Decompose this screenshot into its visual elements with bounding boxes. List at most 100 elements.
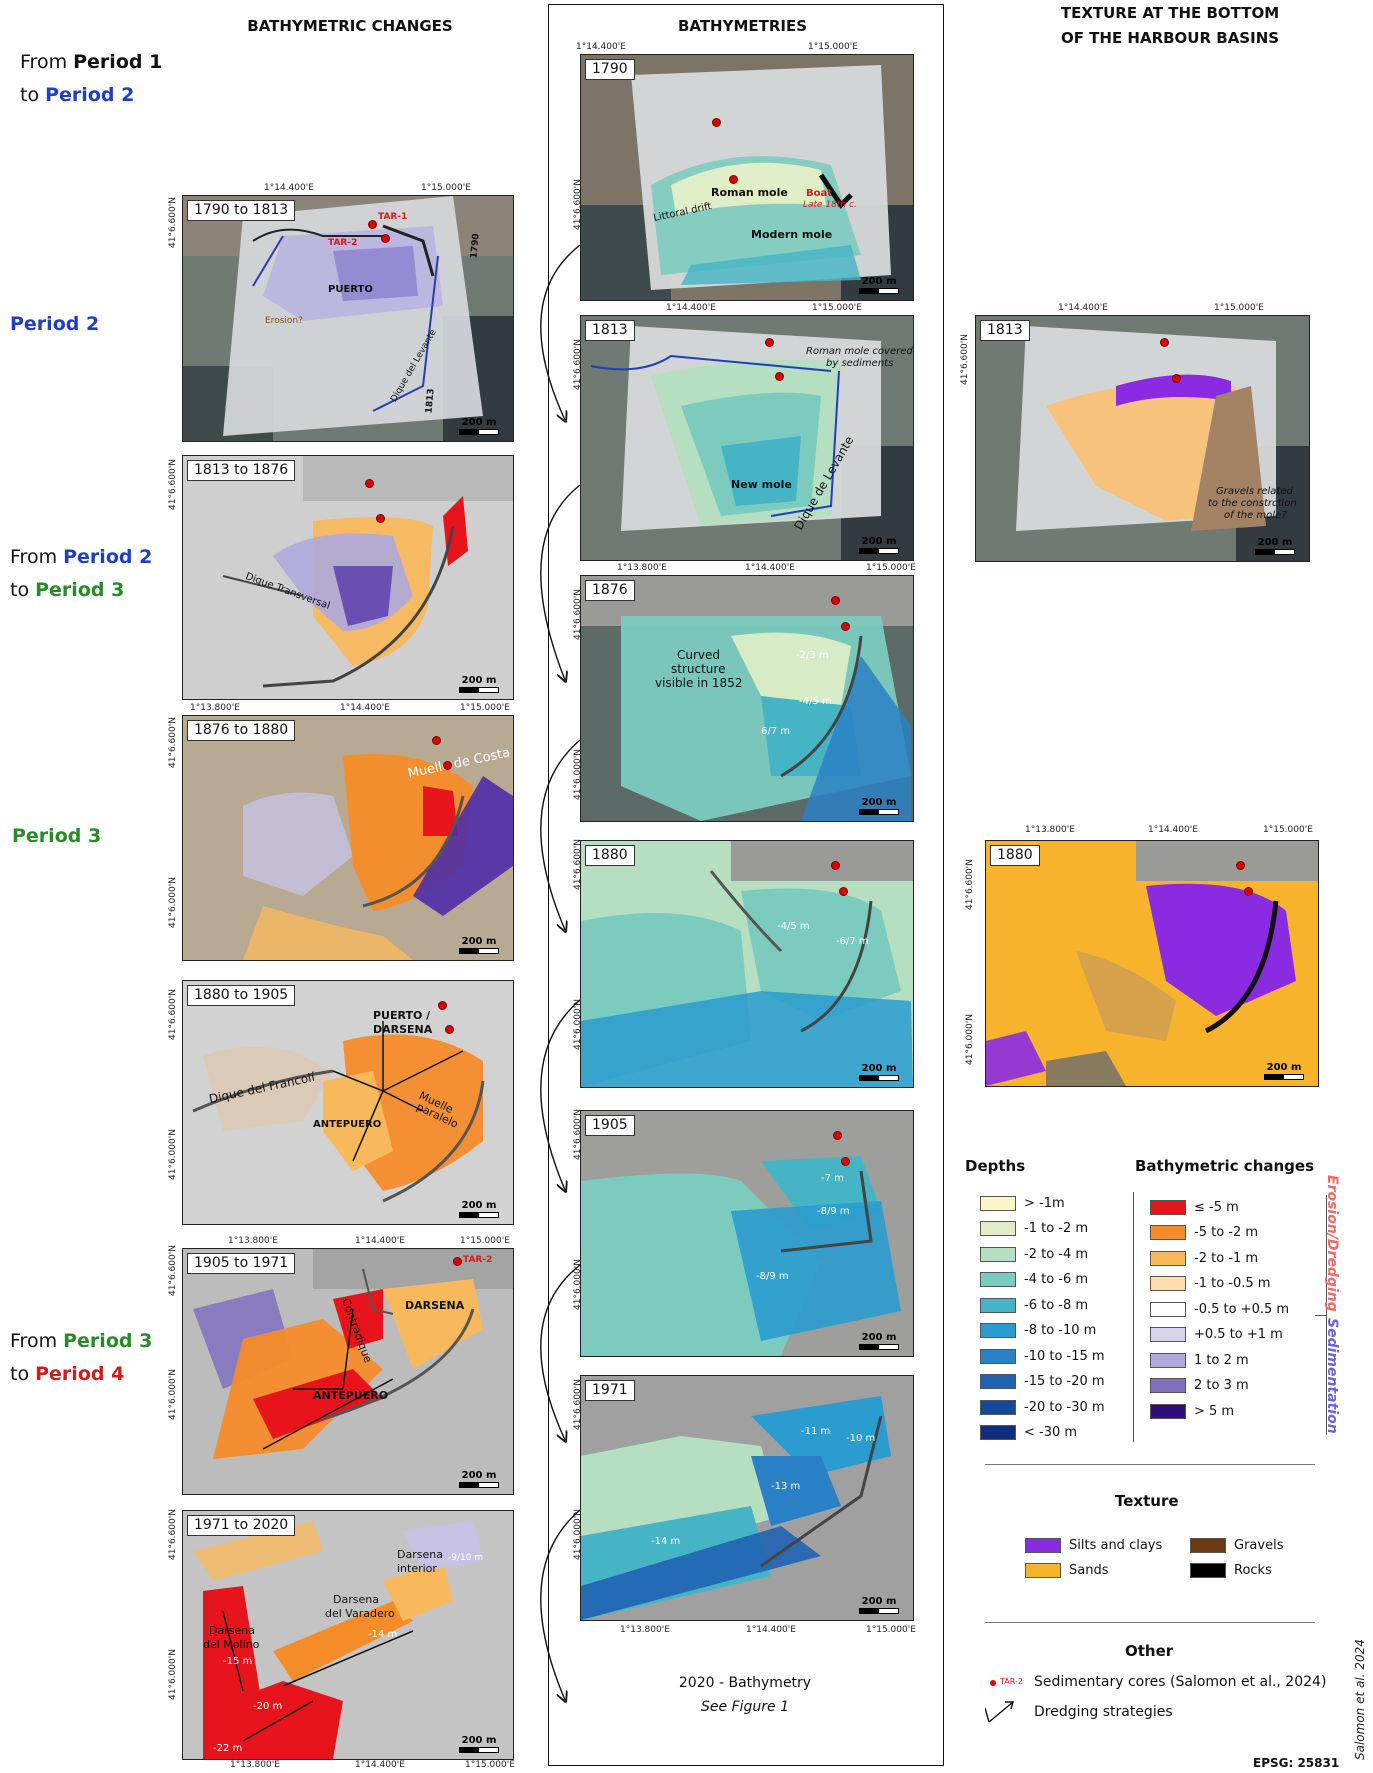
legend-item: < -30 m — [980, 1423, 1077, 1443]
label-antepuero: ANTEPUERO — [313, 1389, 389, 1402]
label-tar1: TAR-1 — [378, 212, 408, 222]
label-gravels-3: of the mole? — [1224, 510, 1287, 521]
flow-arrow — [540, 999, 581, 1190]
tick-label: 1°15.000'E — [460, 1236, 510, 1246]
legend-label: Silts and clays — [1069, 1537, 1163, 1553]
legend-swatch — [1150, 1301, 1186, 1317]
map-title: 1876 — [585, 580, 635, 601]
core-marker — [775, 372, 784, 381]
core-marker — [765, 338, 774, 347]
scale-bar: 200 m — [459, 675, 499, 693]
label-curved-1: Curved — [677, 648, 721, 662]
tick-label: 1°15.000'E — [812, 303, 862, 313]
legend-swatch — [1150, 1250, 1186, 1266]
core-marker — [445, 1025, 454, 1034]
label-tar2: TAR-2 — [463, 1255, 493, 1265]
label-darsena: DARSENA — [373, 1023, 433, 1036]
label-depth: -7 m — [821, 1173, 844, 1184]
legend-label: < -30 m — [1024, 1425, 1078, 1440]
label-boat: Boat — [806, 188, 833, 199]
core-marker — [831, 596, 840, 605]
core-marker — [1160, 338, 1169, 347]
label-depth: -4/5 m — [777, 921, 810, 932]
map-title: 1813 to 1876 — [187, 460, 296, 481]
tick-label: 41°6.000'N — [168, 1129, 178, 1180]
label-depth: -20 m — [253, 1701, 283, 1712]
legend-swatch — [1190, 1562, 1226, 1578]
label-depth: -9/10 m — [448, 1553, 484, 1563]
label-erosion: Erosion? — [265, 316, 303, 326]
bathy-map-1905: 1905 -7 m -8/9 m -8/9 m 200 m — [580, 1110, 914, 1357]
tick-label: 41°6.600'N — [168, 989, 178, 1040]
tick-label: 41°6.600'N — [965, 859, 975, 910]
legend-swatch — [1150, 1378, 1186, 1393]
bathy-map-1971: 1971 -11 m -10 m -13 m -14 m 200 m — [580, 1375, 914, 1621]
legend-label: ≤ -5 m — [1194, 1199, 1239, 1215]
tick-label: 1°15.000'E — [866, 1625, 916, 1635]
legend-divider — [985, 1464, 1315, 1465]
legend-label: -5 to -2 m — [1194, 1225, 1259, 1240]
scale-bar: 200 m — [859, 1063, 899, 1081]
tick-label: 1°15.000'E — [1263, 825, 1313, 835]
legend-label: Sands — [1069, 1562, 1109, 1578]
legend-swatch — [1025, 1537, 1061, 1553]
label-boat-date: Late 18th c. — [803, 200, 857, 210]
label-modern-mole: Modern mole — [751, 228, 833, 241]
tick-label: 1°13.800'E — [190, 703, 240, 713]
label-puerto: PUERTO — [328, 284, 373, 295]
tick-label: 1°13.800'E — [620, 1625, 670, 1635]
legend-swatch — [1150, 1225, 1186, 1240]
tick-label: 1°13.800'E — [1025, 825, 1075, 835]
legend-item: -15 to -20 m — [980, 1372, 1105, 1392]
bathy-map-1813: 1813 Roman mole covered by sediments New… — [580, 315, 914, 561]
legend-label: 2 to 3 m — [1194, 1378, 1249, 1393]
legend-label: Rocks — [1234, 1562, 1272, 1578]
label-gravels-2: to the constrction — [1208, 498, 1297, 509]
scale-bar: 200 m — [459, 936, 499, 954]
legend-swatch — [1150, 1352, 1186, 1368]
scale-bar: 200 m — [859, 536, 899, 554]
label-molino-1: Darsena — [209, 1624, 255, 1637]
tick-label: 1°15.000'E — [465, 1760, 515, 1770]
legend-label: -2 to -4 m — [1024, 1246, 1089, 1262]
legend-item: > 5 m — [1150, 1401, 1234, 1421]
legend-item: -4 to -6 m — [980, 1270, 1088, 1290]
core-legend-label: Sedimentary cores (Salomon et al., 2024) — [1034, 1674, 1327, 1690]
core-marker — [453, 1257, 462, 1266]
flow-arrow — [540, 739, 581, 930]
legend-item: -20 to -30 m — [980, 1397, 1105, 1417]
tick-label: 1°13.800'E — [617, 563, 667, 573]
tick-label: 1°14.400'E — [666, 303, 716, 313]
flow-arrow — [540, 244, 581, 420]
legend-label: -10 to -15 m — [1024, 1348, 1105, 1364]
tick-label: 1°15.000'E — [421, 183, 471, 193]
change-map-1813-1876: 1813 to 1876 Dique Transversal 200 m — [182, 455, 514, 700]
legend-swatch — [980, 1297, 1016, 1313]
label-depth: -2/3 m — [796, 650, 829, 661]
change-map-1905-1971: 1905 to 1971 TAR-2 DARSENA Contradique A… — [182, 1248, 514, 1495]
tick-label: 1°14.400'E — [576, 42, 626, 52]
sedimentation-label: Sedimentation — [1324, 1318, 1340, 1434]
core-marker — [376, 514, 385, 523]
legend-label: -2 to -1 m — [1194, 1250, 1259, 1266]
bathy-footer-1: 2020 - Bathymetry — [678, 1675, 812, 1691]
legend-swatch — [980, 1195, 1016, 1211]
change-map-1876-1880: 1876 to 1880 Muelle de Costa 200 m — [182, 715, 514, 961]
legend-depths-title: Depths — [965, 1157, 1026, 1175]
tick-label: 41°6.600'N — [168, 1509, 178, 1560]
core-marker — [841, 622, 850, 631]
core-marker — [831, 861, 840, 870]
credit-label: Salomon et al. 2024 — [1353, 1639, 1367, 1760]
label-depth: -14 m — [368, 1629, 398, 1640]
core-marker — [839, 887, 848, 896]
bathy-footer-2: See Figure 1 — [701, 1699, 789, 1715]
label-interior-2: interior — [397, 1562, 437, 1575]
tick-label: 1°13.800'E — [230, 1760, 280, 1770]
tick-label: 1°14.400'E — [1148, 825, 1198, 835]
col1-header: BATHYMETRIC CHANGES — [247, 17, 453, 35]
legend-item: Sands — [1025, 1560, 1108, 1580]
legend-item: ≤ -5 m — [1150, 1197, 1239, 1217]
core-marker — [368, 220, 377, 229]
legend-label: -4 to -6 m — [1024, 1272, 1089, 1287]
scale-bar: 200 m — [459, 417, 499, 435]
